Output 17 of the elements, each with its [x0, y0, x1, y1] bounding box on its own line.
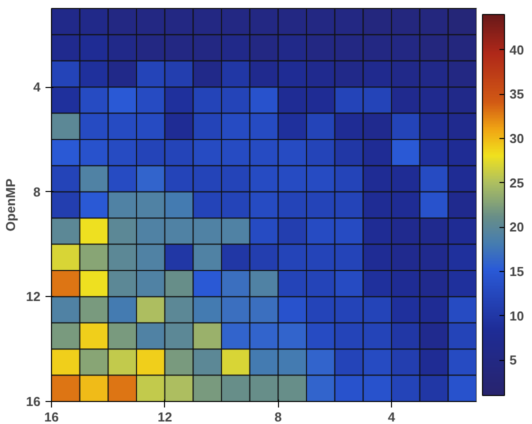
y-axis-title: OpenMP	[3, 178, 18, 232]
x-tick-label: 12	[158, 410, 172, 424]
x-tick-label: 16	[44, 410, 59, 424]
y-tick-label: 16	[26, 394, 41, 409]
x-tick-label: 4	[388, 410, 396, 424]
x-tick-label: 8	[274, 410, 282, 424]
color-bar-label: 25	[510, 175, 524, 190]
color-bar-label: 40	[510, 42, 524, 58]
y-tick-label: 8	[33, 184, 41, 200]
color-bar-label: 5	[510, 352, 517, 368]
y-tick-label: 12	[26, 289, 41, 304]
y-tick-label: 4	[33, 80, 42, 95]
color-bar-label: 35	[510, 86, 524, 102]
color-bar-label: 15	[510, 264, 524, 279]
color-bar-label: 10	[510, 308, 524, 324]
color-bar-label: 20	[510, 220, 524, 235]
color-bar-label: 30	[510, 131, 524, 146]
